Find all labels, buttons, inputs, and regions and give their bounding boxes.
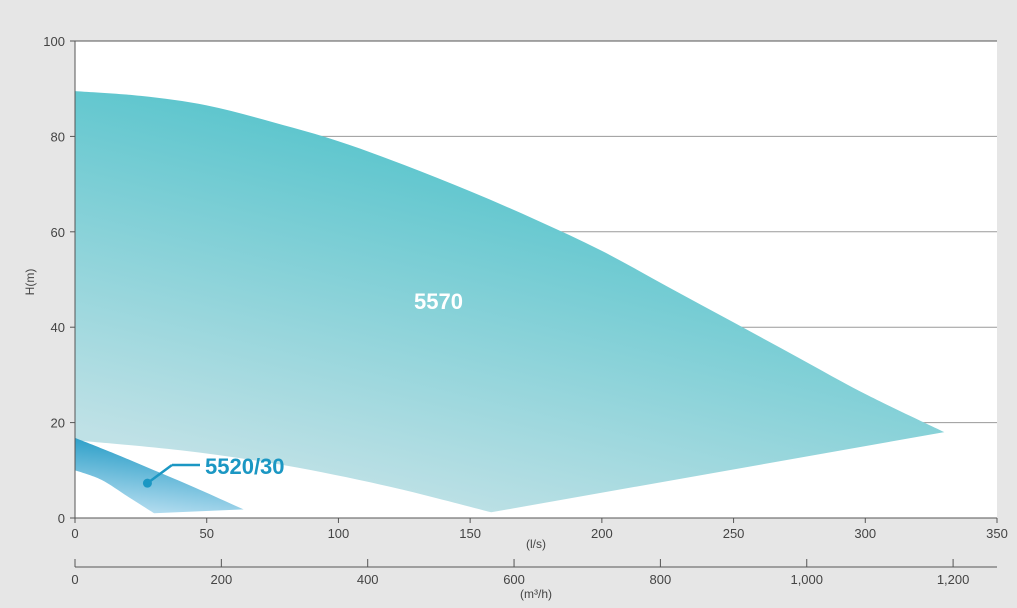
- x-tick-label-ls-350: 350: [986, 526, 1008, 541]
- x-axis-ticks-m3h: 0 200 400 600 800 1,000 1,200: [71, 559, 969, 587]
- x-axis-title-m3h: (m³/h): [520, 587, 552, 601]
- series-5570-area: [75, 91, 945, 513]
- y-axis-title: H(m): [23, 269, 37, 296]
- x-tick-label-m3h-600: 600: [503, 572, 525, 587]
- y-tick-label-100: 100: [43, 34, 65, 49]
- x-axis-ticks-ls: 0 50 100 150 200 250 300 350: [71, 518, 1008, 541]
- x-tick-label-m3h-400: 400: [357, 572, 379, 587]
- series-5570-label: 5570: [414, 289, 463, 314]
- x-tick-label-m3h-200: 200: [210, 572, 232, 587]
- x-tick-label-ls-50: 50: [199, 526, 213, 541]
- series-5520-30-label: 5520/30: [205, 454, 285, 479]
- series-5520-30-callout-line: [146, 463, 173, 485]
- y-tick-label-60: 60: [51, 225, 65, 240]
- x-tick-label-ls-0: 0: [71, 526, 78, 541]
- x-tick-label-m3h-1000: 1,000: [790, 572, 823, 587]
- x-tick-label-m3h-1200: 1,200: [937, 572, 970, 587]
- y-tick-label-40: 40: [51, 320, 65, 335]
- series-5520-30-callout-dot: [142, 478, 152, 488]
- y-tick-label-80: 80: [51, 129, 65, 144]
- y-tick-label-0: 0: [58, 511, 65, 526]
- x-tick-label-ls-150: 150: [459, 526, 481, 541]
- x-tick-label-ls-300: 300: [854, 526, 876, 541]
- x-tick-label-m3h-800: 800: [650, 572, 672, 587]
- x-tick-label-ls-200: 200: [591, 526, 613, 541]
- x-axis-title-ls: (l/s): [526, 537, 546, 551]
- x-tick-label-ls-100: 100: [328, 526, 350, 541]
- x-tick-label-ls-250: 250: [723, 526, 745, 541]
- y-axis-ticks: 0 20 40 60 80 100: [43, 34, 75, 526]
- y-tick-label-20: 20: [51, 416, 65, 431]
- x-tick-label-m3h-0: 0: [71, 572, 78, 587]
